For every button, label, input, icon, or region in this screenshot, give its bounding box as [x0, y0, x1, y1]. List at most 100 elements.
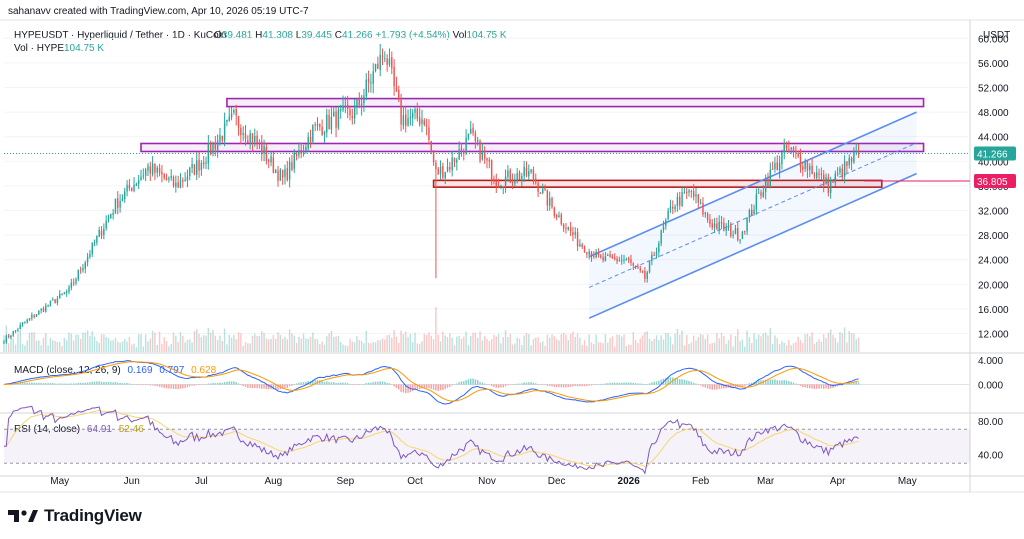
macd-histogram-bar — [326, 381, 328, 385]
candle-body — [156, 167, 158, 173]
macd-histogram-bar — [518, 383, 521, 385]
volume-bar — [439, 341, 442, 352]
macd-histogram-bar — [555, 384, 558, 388]
macd-histogram-bar — [711, 384, 713, 390]
candle-body — [555, 215, 558, 218]
volume-bar — [588, 334, 590, 352]
volume-bar — [198, 333, 200, 352]
candle-body — [198, 159, 200, 171]
macd-histogram-bar — [695, 383, 697, 385]
candle-body — [692, 191, 695, 197]
macd-histogram-bar — [365, 383, 367, 385]
volume-bar — [697, 337, 700, 352]
currency-label: USDT — [983, 30, 1010, 41]
volume-bar — [546, 334, 549, 352]
price-axis[interactable]: 60.00056.00052.00048.00044.00040.00036.0… — [974, 34, 1016, 341]
macd-histogram-bar — [634, 383, 637, 385]
macd-histogram-bar — [405, 384, 407, 394]
volume-bar — [193, 330, 196, 352]
candle-body — [251, 133, 254, 144]
volume-bar — [119, 342, 121, 352]
volume-bar — [281, 338, 284, 352]
candle-body — [741, 231, 744, 239]
macd-histogram-bar — [156, 384, 158, 387]
macd-histogram-bar — [813, 384, 816, 389]
volume-bar — [184, 342, 186, 352]
macd-histogram-bar — [716, 384, 718, 390]
macd-histogram-bar — [739, 384, 741, 388]
volume-bar — [168, 346, 170, 352]
volume-bar — [760, 336, 762, 352]
volume-bar — [790, 345, 792, 352]
candle-body — [537, 183, 539, 192]
macd-histogram-bar — [741, 384, 744, 387]
volume-bar — [486, 339, 488, 352]
candle-body — [38, 310, 40, 315]
volume-bar — [576, 333, 579, 352]
macd-histogram-bar — [137, 384, 140, 386]
candle-body — [344, 105, 347, 107]
candle-body — [223, 122, 226, 141]
volume-bar — [128, 337, 131, 352]
macd-histogram-bar — [70, 383, 73, 385]
macd-histogram-bar — [418, 384, 421, 390]
candle-body — [307, 136, 309, 149]
candle-body — [737, 228, 739, 241]
volume-bar — [639, 338, 641, 352]
volume-bar — [379, 340, 381, 352]
volume-bar — [732, 346, 734, 352]
volume-bar — [312, 332, 314, 352]
candle-body — [620, 259, 623, 261]
macd-histogram-bar — [219, 382, 221, 385]
candle-body — [363, 95, 365, 104]
candle-body — [486, 158, 488, 161]
candle-body — [337, 109, 340, 128]
candle-body — [84, 262, 86, 269]
macd-histogram-bar — [600, 383, 602, 385]
volume-bar — [764, 332, 767, 352]
macd-histogram-bar — [530, 382, 532, 385]
volume-bar — [142, 346, 145, 352]
macd-histogram-bar — [207, 383, 210, 385]
candle-body — [372, 71, 374, 84]
macd-histogram-bar — [848, 383, 850, 385]
candle-body — [177, 182, 179, 188]
candle-body — [205, 162, 207, 164]
macd-histogram-bar — [346, 383, 349, 385]
volume-bar — [40, 345, 42, 352]
volume-bar — [648, 338, 651, 352]
volume-bar — [627, 344, 630, 352]
macd-histogram-bar — [61, 383, 63, 385]
volume-bar — [114, 337, 117, 352]
candle-body — [175, 182, 177, 187]
candle-body — [530, 169, 532, 172]
macd-histogram-bar — [79, 382, 82, 385]
candle-body — [149, 166, 152, 174]
candle-body — [648, 261, 651, 273]
macd-histogram-bar — [193, 384, 196, 386]
volume-bar — [518, 338, 521, 352]
candle-body — [240, 127, 242, 136]
volume-bar — [755, 338, 758, 352]
candle-body — [135, 184, 138, 186]
candle-body — [31, 314, 33, 319]
volume-bar — [316, 339, 319, 352]
time-axis[interactable]: May Jun Jul Aug Sep Oct Nov Dec 2026 Feb Mar Apr May — [50, 476, 916, 487]
macd-histogram-bar — [565, 384, 567, 388]
time-tick-label: May — [50, 476, 69, 487]
candle-body — [476, 140, 479, 142]
macd-histogram-bar — [291, 384, 293, 386]
price-tick-label: 44.000 — [978, 133, 1009, 144]
volume-bar — [734, 336, 737, 352]
macd-histogram-bar — [112, 382, 114, 385]
candle-body — [82, 268, 84, 271]
volume-bar — [516, 337, 518, 352]
candle-body — [574, 232, 576, 235]
candle-body — [186, 176, 189, 181]
volume-legend-value: 104.75 K — [64, 43, 104, 54]
candle-body — [813, 174, 816, 177]
candle-body — [646, 272, 648, 279]
volume-bar — [258, 335, 261, 352]
candle-body — [17, 329, 19, 331]
